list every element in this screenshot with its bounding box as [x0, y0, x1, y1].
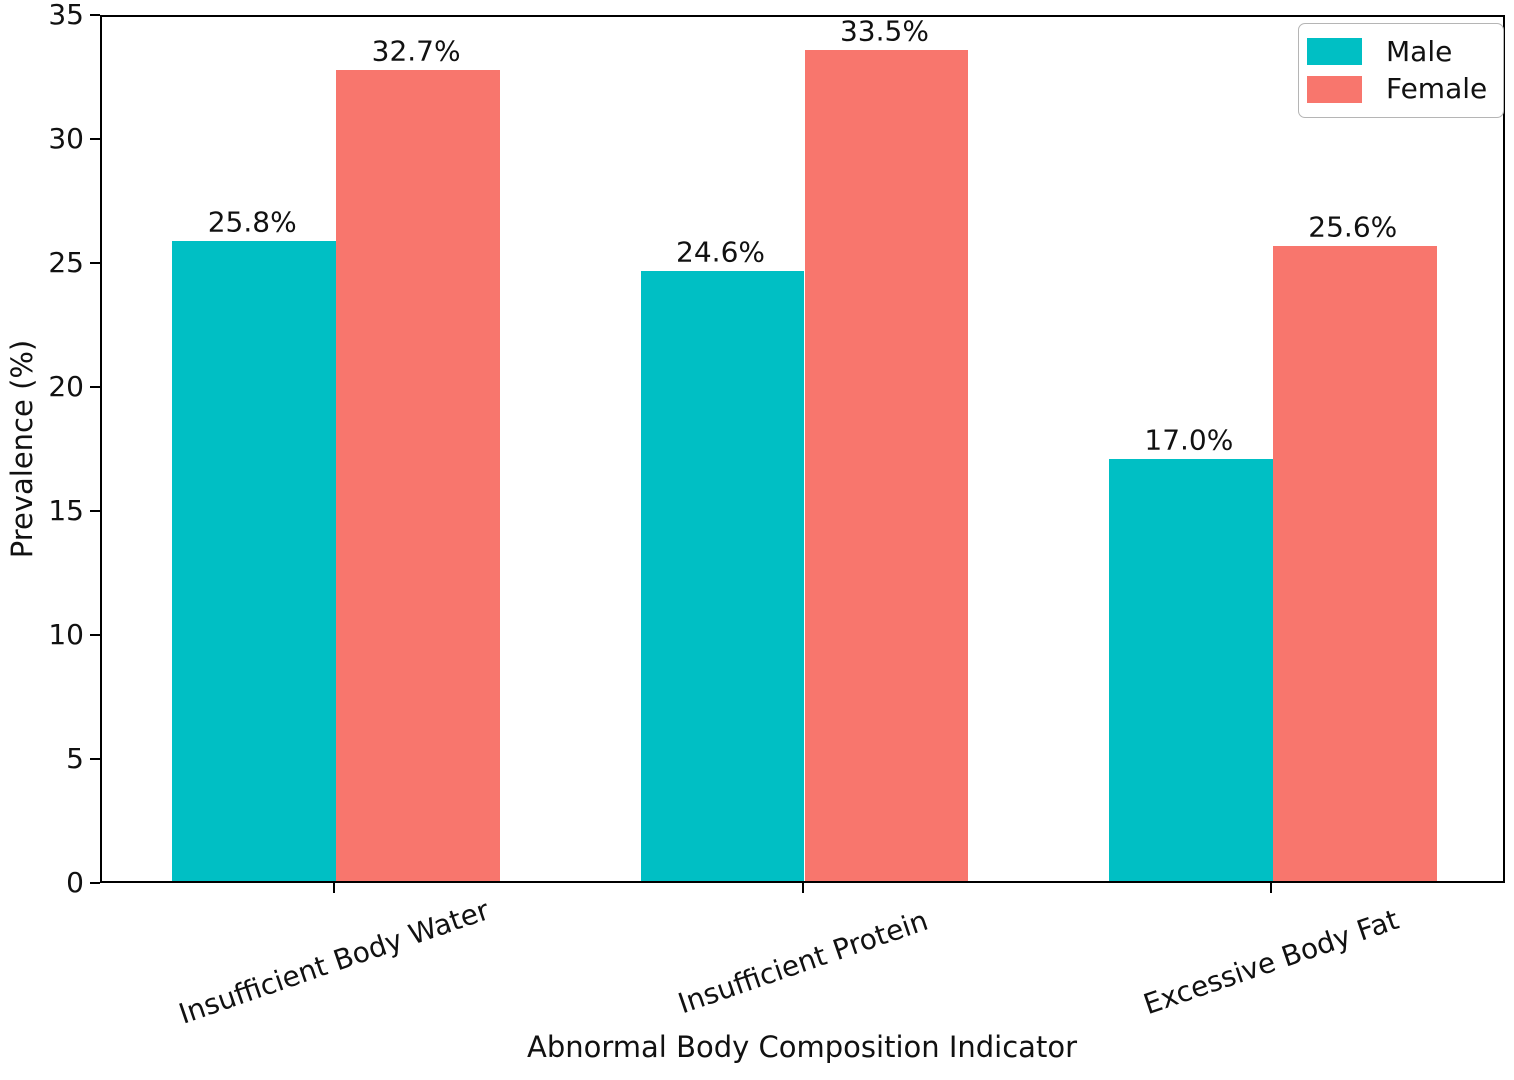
bar-value-label-male-insufficient-body-water: 25.8%	[207, 205, 297, 239]
bar-female-insufficient-protein	[804, 50, 969, 881]
plot-area	[100, 15, 1505, 883]
bar-value-label-female-excessive-body-fat: 25.6%	[1308, 210, 1398, 244]
legend: Male Female	[1298, 23, 1504, 118]
y-tick-mark	[90, 138, 100, 140]
bar-value-label-male-excessive-body-fat: 17.0%	[1144, 423, 1234, 457]
y-tick-label: 20	[48, 370, 84, 403]
legend-item-female: Female	[1307, 72, 1493, 106]
x-tick-label: Insufficient Body Water	[174, 893, 494, 1031]
y-tick-mark	[90, 882, 100, 884]
y-tick-label: 30	[48, 122, 84, 155]
x-tick-mark	[333, 883, 336, 893]
bar-male-insufficient-protein	[640, 270, 805, 881]
y-tick-mark	[90, 14, 100, 16]
legend-swatch-female	[1307, 75, 1362, 103]
bar-value-label-female-insufficient-body-water: 32.7%	[371, 34, 461, 68]
y-tick-label: 15	[48, 494, 84, 527]
y-tick-label: 5	[66, 742, 84, 775]
bar-value-label-female-insufficient-protein: 33.5%	[839, 14, 929, 48]
bar-female-insufficient-body-water	[336, 70, 501, 881]
bar-male-excessive-body-fat	[1108, 459, 1273, 881]
legend-item-male: Male	[1307, 35, 1493, 69]
bar-value-label-male-insufficient-protein: 24.6%	[676, 235, 766, 269]
y-tick-label: 10	[48, 618, 84, 651]
y-tick-label: 25	[48, 246, 84, 279]
y-tick-mark	[90, 386, 100, 388]
y-tick-mark	[90, 510, 100, 512]
x-tick-mark	[801, 883, 804, 893]
y-tick-mark	[90, 758, 100, 760]
legend-label-male: Male	[1386, 34, 1453, 68]
y-tick-mark	[90, 262, 100, 264]
y-tick-label: 35	[48, 0, 84, 31]
legend-label-female: Female	[1386, 72, 1488, 106]
legend-swatch-male	[1307, 38, 1362, 66]
bar-male-insufficient-body-water	[172, 241, 337, 881]
bar-female-excessive-body-fat	[1272, 246, 1437, 881]
x-tick-mark	[1269, 883, 1272, 893]
y-tick-mark	[90, 634, 100, 636]
y-tick-label: 0	[66, 866, 84, 899]
x-tick-label: Insufficient Protein	[673, 903, 932, 1021]
x-tick-label: Excessive Body Fat	[1139, 902, 1403, 1022]
x-axis-label: Abnormal Body Composition Indicator	[527, 1030, 1077, 1064]
